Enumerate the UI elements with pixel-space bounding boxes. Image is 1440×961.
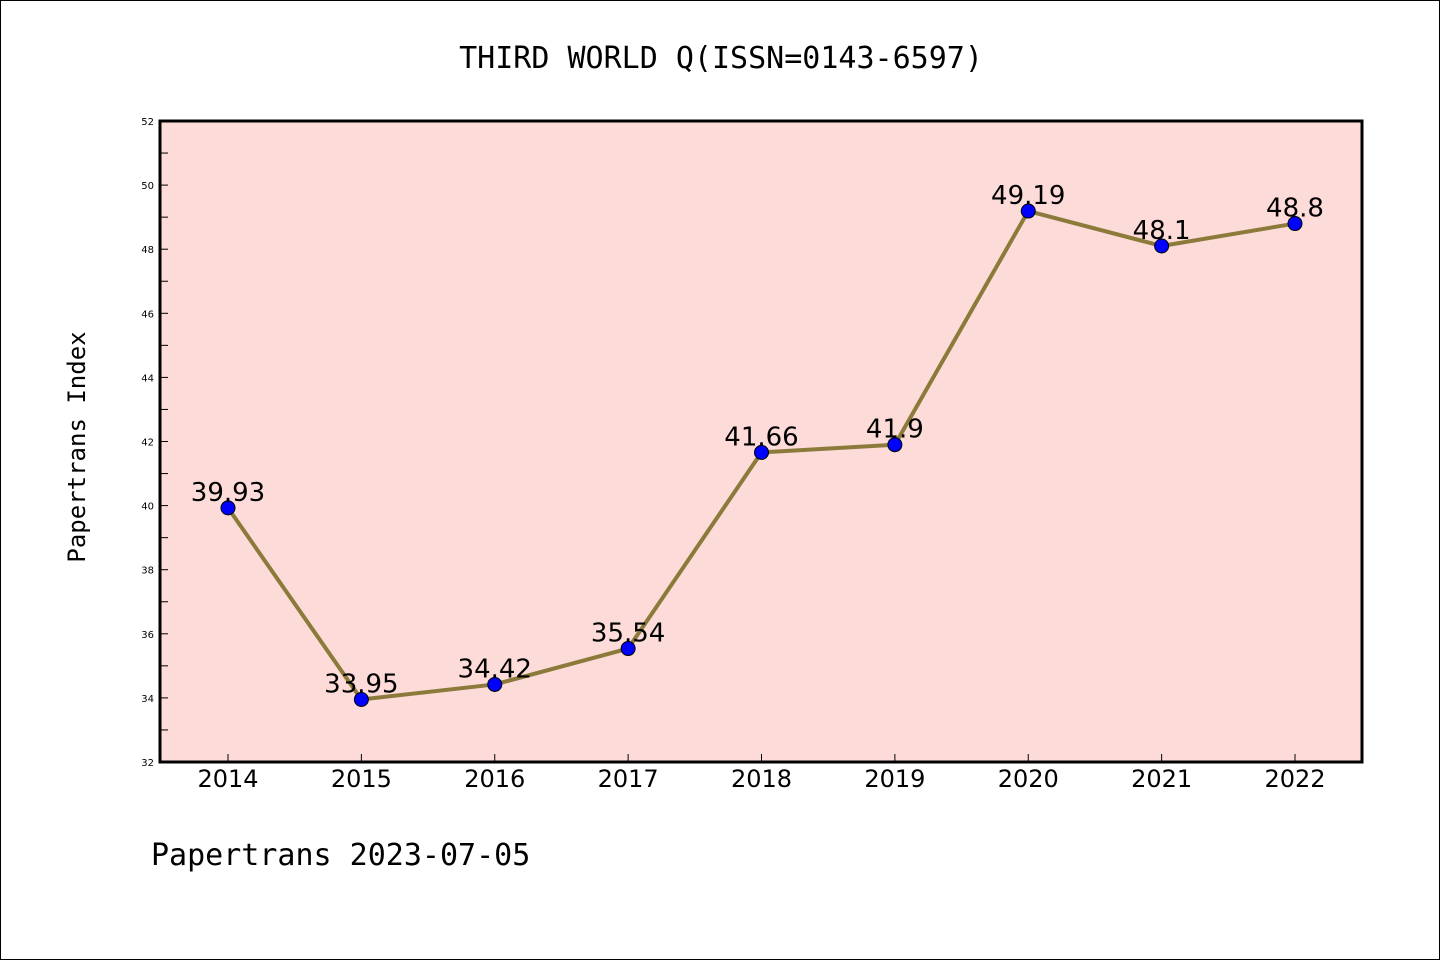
data-label: 48.1 xyxy=(1133,216,1191,246)
y-tick-label: 32 xyxy=(141,758,154,769)
y-tick-label: 44 xyxy=(141,373,154,384)
y-tick-label: 34 xyxy=(141,694,154,705)
x-tick-label: 2014 xyxy=(197,765,258,793)
data-point-marker xyxy=(353,692,369,708)
data-label: 35.54 xyxy=(591,619,665,649)
y-axis-label: Papertrans Index xyxy=(63,331,91,562)
y-tick-label: 38 xyxy=(141,566,154,577)
data-label: 33.95 xyxy=(324,670,398,700)
x-axis-ticks: 2014 2015 2016 2017 2018 2019 2020 2021 2022 xyxy=(197,754,1326,793)
x-tick-label: 2021 xyxy=(1131,765,1192,793)
x-tick-label: 2022 xyxy=(1264,765,1325,793)
data-point-marker xyxy=(754,444,769,460)
x-tick-label: 2017 xyxy=(598,765,659,793)
data-label: 41.9 xyxy=(866,415,924,445)
y-axis-ticks: 32 34 36 38 40 42 44 46 48 50 52 xyxy=(141,117,168,769)
data-label: 34.42 xyxy=(458,654,532,684)
x-tick-label: 2020 xyxy=(998,765,1059,793)
y-tick-label: 50 xyxy=(141,181,154,192)
footer-caption: Papertrans 2023-07-05 xyxy=(151,838,530,873)
data-label: 49.19 xyxy=(991,181,1065,211)
y-tick-label: 40 xyxy=(141,502,154,513)
data-point-marker xyxy=(220,500,236,516)
data-label: 48.8 xyxy=(1266,194,1324,224)
data-labels: 39.93 33.95 34.42 35.54 41.66 41.9 49.19 48.1 48… xyxy=(191,181,1324,699)
data-point-marker xyxy=(487,676,503,692)
chart-title: THIRD WORLD Q(ISSN=0143-6597) xyxy=(459,41,983,76)
data-point-marker xyxy=(620,641,636,657)
data-point-marker xyxy=(1154,238,1170,254)
y-tick-label: 48 xyxy=(141,245,154,256)
data-label: 39.93 xyxy=(191,478,265,508)
y-tick-label: 36 xyxy=(141,630,154,641)
data-point-marker xyxy=(1287,216,1303,232)
plot-area xyxy=(158,119,1364,764)
data-point-marker xyxy=(1020,203,1036,219)
data-label: 41.66 xyxy=(724,422,798,452)
series-line-group xyxy=(220,203,1303,708)
y-tick-label: 42 xyxy=(141,438,154,449)
y-tick-label: 46 xyxy=(141,309,154,320)
y-tick-label: 52 xyxy=(141,117,154,128)
data-point-marker xyxy=(887,437,903,453)
x-tick-label: 2016 xyxy=(464,765,525,793)
x-tick-label: 2015 xyxy=(331,765,392,793)
x-tick-label: 2018 xyxy=(731,765,792,793)
x-tick-label: 2019 xyxy=(864,765,925,793)
